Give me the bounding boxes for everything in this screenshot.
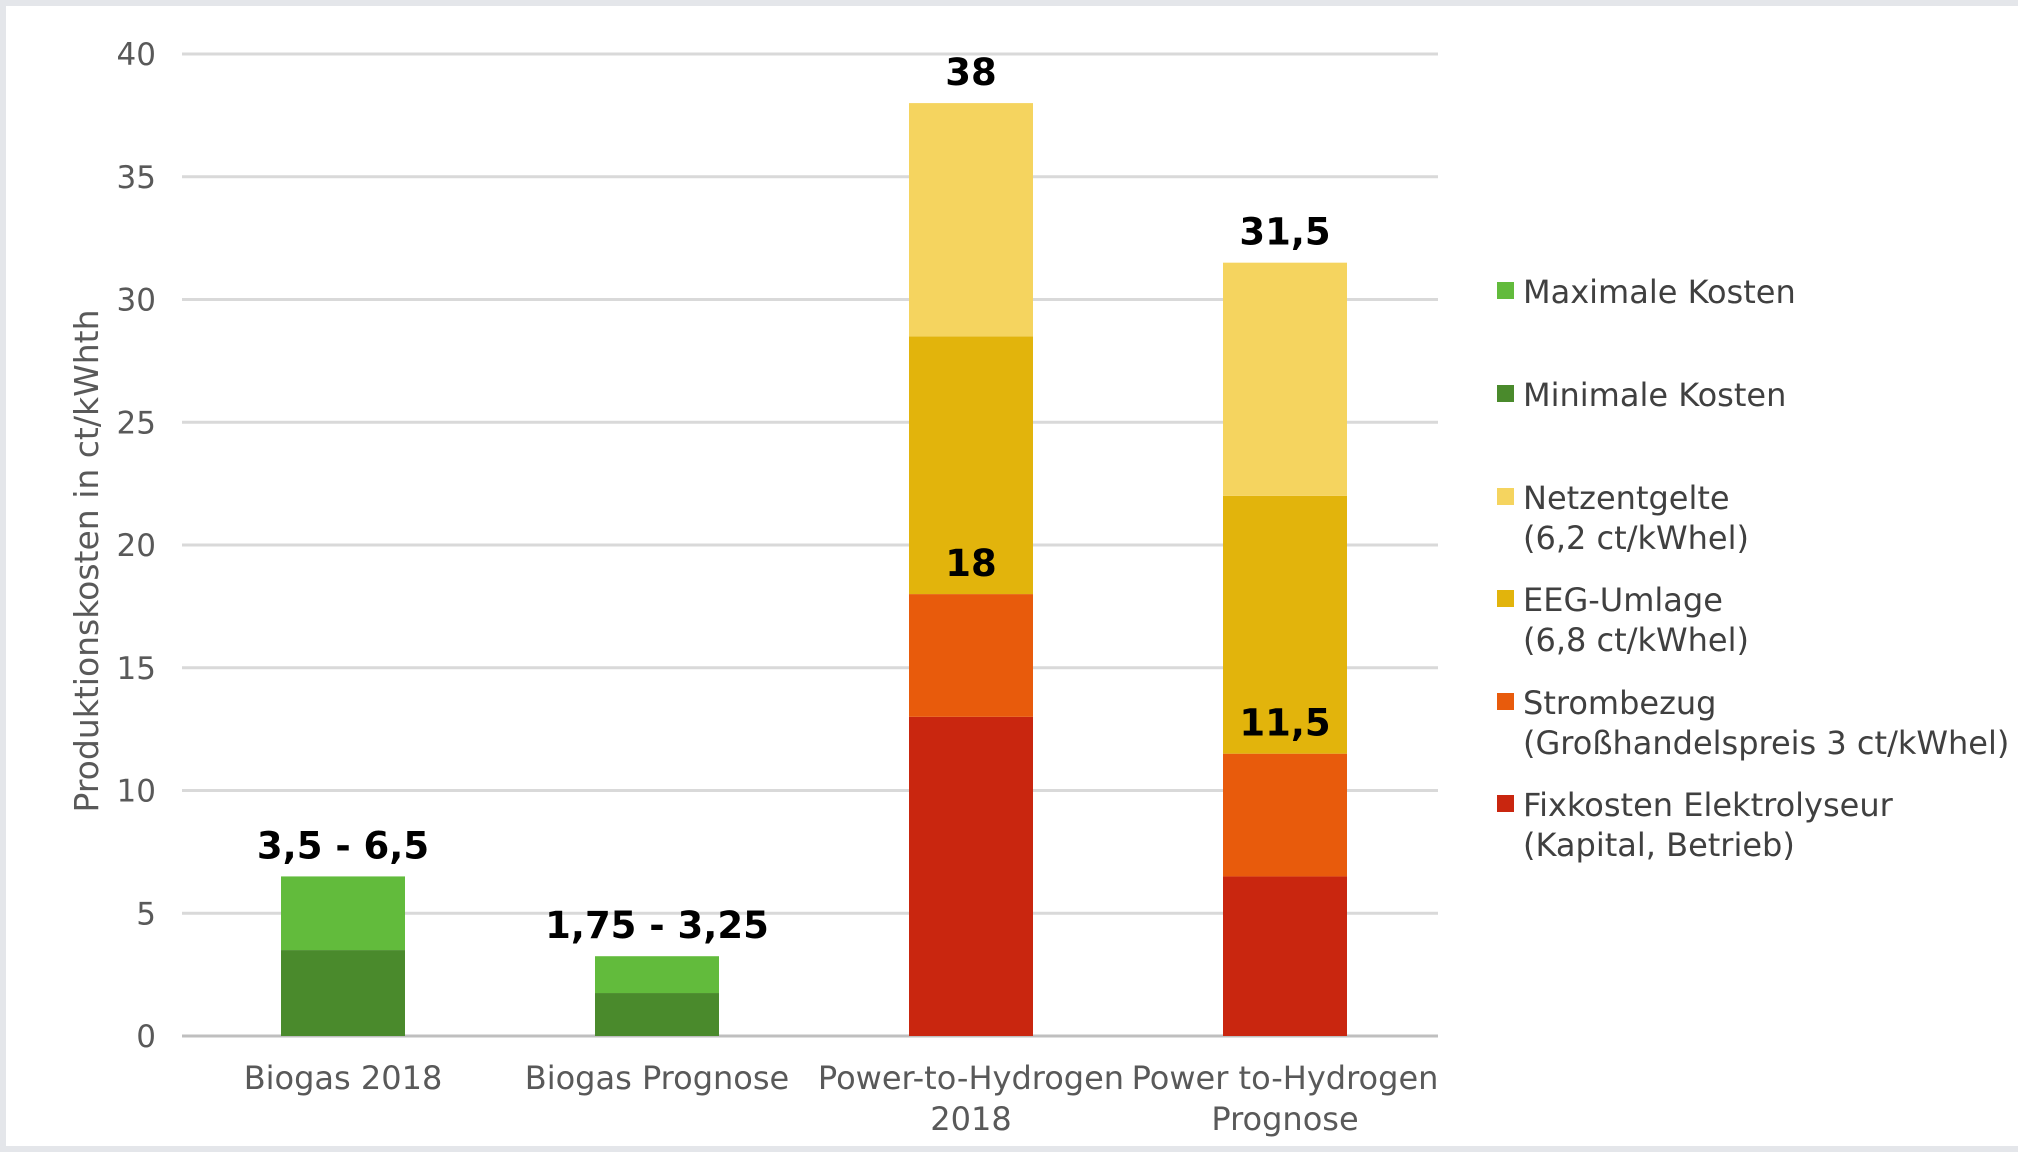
legend-entry: Minimale Kosten — [1523, 376, 1786, 414]
legend-line: Fixkosten Elektrolyseur — [1523, 786, 1894, 824]
data-labels: 3,5 - 6,5 1,75 - 3,25 38 18 31,5 11,5 — [257, 51, 1331, 947]
y-tick-label: 15 — [117, 651, 156, 687]
x-category-line: Prognose — [1211, 1100, 1358, 1138]
stacked-bar-chart: 0 5 10 15 20 25 30 35 40 Biogas 2018 Biogas Progn… — [67, 37, 2009, 1138]
legend-line: (Kapital, Betrieb) — [1523, 826, 1795, 864]
y-tick-label: 10 — [117, 774, 156, 810]
bar-segment — [909, 716, 1033, 1036]
y-tick-label: 0 — [136, 1019, 156, 1055]
legend-line: Netzentgelte — [1523, 479, 1730, 517]
legend: Maximale Kosten Minimale Kosten Netzentgel… — [1497, 273, 2009, 864]
y-tick-label: 25 — [117, 405, 156, 441]
y-tick-label: 5 — [136, 896, 156, 932]
bar-segment — [281, 876, 405, 951]
y-tick-label: 40 — [117, 37, 156, 73]
legend-swatch — [1497, 385, 1514, 402]
x-category-label: Biogas 2018 — [244, 1059, 443, 1097]
x-axis-categories: Biogas 2018 Biogas Prognose Power-to-Hydro… — [244, 1059, 1439, 1138]
y-tick-label: 35 — [117, 160, 156, 196]
y-axis-ticks: 0 5 10 15 20 25 30 35 40 — [117, 37, 156, 1055]
data-label: 31,5 — [1239, 211, 1330, 254]
legend-swatch — [1497, 693, 1514, 710]
legend-entry: Maximale Kosten — [1523, 273, 1796, 311]
bar-segment — [595, 993, 719, 1036]
bar-segment — [1223, 876, 1347, 1036]
legend-line: Maximale Kosten — [1523, 273, 1796, 311]
y-tick-label: 20 — [117, 528, 156, 564]
legend-swatch — [1497, 488, 1514, 505]
x-category-line: Power-to-Hydrogen — [818, 1059, 1124, 1097]
legend-swatch — [1497, 590, 1514, 607]
x-category-line: Power to-Hydrogen — [1132, 1059, 1439, 1097]
x-category-line: Biogas 2018 — [244, 1059, 443, 1097]
bar-segment — [595, 956, 719, 994]
bar-segment — [909, 594, 1033, 717]
legend-entry: Strombezug (Großhandelspreis 3 ct/kWhel) — [1523, 684, 2009, 762]
legend-entry: Netzentgelte (6,2 ct/kWhel) — [1523, 479, 1749, 557]
data-label: 18 — [945, 542, 997, 585]
data-label: 1,75 - 3,25 — [545, 904, 769, 947]
legend-swatch — [1497, 282, 1514, 299]
legend-line: Strombezug — [1523, 684, 1716, 722]
legend-line: (Großhandelspreis 3 ct/kWhel) — [1523, 724, 2009, 762]
legend-line: (6,8 ct/kWhel) — [1523, 621, 1749, 659]
bar-segment — [909, 103, 1033, 337]
legend-entry: Fixkosten Elektrolyseur (Kapital, Betrieb… — [1523, 786, 1894, 864]
legend-entry: EEG-Umlage (6,8 ct/kWhel) — [1523, 581, 1749, 659]
legend-line: Minimale Kosten — [1523, 376, 1786, 414]
x-category-line: Biogas Prognose — [525, 1059, 789, 1097]
legend-swatch — [1497, 795, 1514, 812]
data-label: 3,5 - 6,5 — [257, 824, 429, 867]
x-category-line: 2018 — [930, 1100, 1011, 1138]
bar-segment — [909, 336, 1033, 595]
x-category-label: Power to-Hydrogen Prognose — [1132, 1059, 1439, 1138]
bar-segment — [1223, 753, 1347, 877]
x-category-label: Biogas Prognose — [525, 1059, 789, 1097]
data-label: 38 — [945, 51, 997, 94]
y-axis-label: Produktionskosten in ct/kWhth — [67, 310, 106, 813]
data-label: 11,5 — [1239, 702, 1330, 745]
bars — [281, 103, 1347, 1036]
legend-line: EEG-Umlage — [1523, 581, 1723, 619]
legend-line: (6,2 ct/kWhel) — [1523, 519, 1749, 557]
x-category-label: Power-to-Hydrogen 2018 — [818, 1059, 1124, 1138]
y-tick-label: 30 — [117, 283, 156, 319]
bar-segment — [1223, 495, 1347, 754]
bar-segment — [1223, 262, 1347, 496]
bar-segment — [281, 950, 405, 1036]
